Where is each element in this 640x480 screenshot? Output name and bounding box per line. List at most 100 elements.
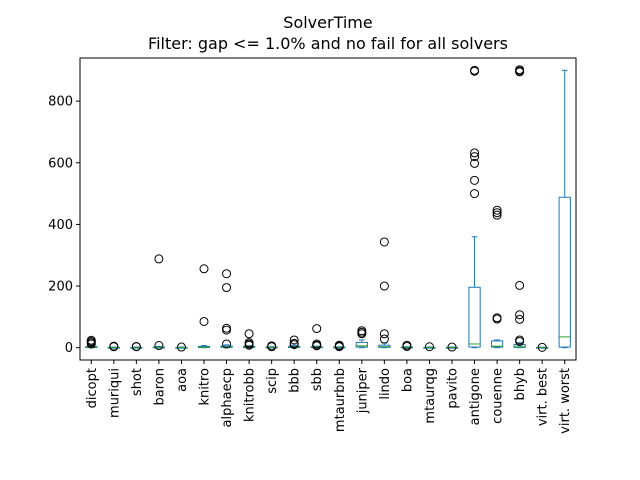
outlier-point [244, 329, 254, 339]
box-mtaurqg [423, 342, 436, 352]
box-baron [152, 254, 166, 351]
y-tick-label: 600 [48, 156, 73, 171]
outlier-point [379, 281, 389, 291]
box-shot [130, 341, 143, 352]
outlier-point [515, 310, 525, 320]
outlier-point [515, 65, 525, 75]
outlier-point [470, 158, 480, 168]
x-tick-label: sbb [310, 368, 325, 391]
x-tick-label: dicopt [85, 368, 100, 408]
y-tick-label: 0 [65, 341, 73, 356]
box-bhyb [513, 65, 526, 349]
y-tick-label: 800 [48, 95, 73, 110]
outlier-point [154, 254, 164, 264]
outlier-point [402, 340, 412, 350]
outlier-point [334, 340, 344, 350]
box-alphaecp [220, 269, 233, 349]
box-sbb [310, 324, 323, 351]
outlier-point [470, 65, 480, 75]
outlier-point [379, 237, 389, 247]
outlier-point [244, 338, 254, 348]
box-dicopt [85, 335, 98, 349]
x-tick-label: scip [265, 368, 280, 394]
box-body [355, 341, 368, 348]
box-virt-best [536, 342, 549, 352]
x-tick-label: shot [130, 368, 145, 396]
outlier-point [515, 314, 525, 324]
outlier-point [176, 342, 186, 352]
outlier-point [447, 342, 457, 352]
outlier-point [357, 326, 367, 336]
outlier-point [289, 338, 299, 348]
box-juniper [355, 326, 368, 349]
box-body [468, 286, 481, 348]
x-tick-label: knitro [198, 368, 213, 406]
x-tick-label: muriqui [107, 368, 122, 418]
outlier-point [537, 342, 547, 352]
outlier-point [492, 205, 502, 215]
chart-subtitle: Filter: gap <= 1.0% and no fail for all … [148, 34, 508, 53]
x-tick-label: bhyb [513, 368, 528, 400]
box-body [513, 344, 526, 348]
x-tick-label: virt. best [536, 368, 551, 426]
x-tick-label: mtaurbnb [333, 368, 348, 432]
box-aoa [175, 342, 188, 352]
outlier-point [424, 342, 434, 352]
x-tick-label: bbb [288, 368, 303, 393]
box-body [490, 340, 504, 348]
outlier-point [515, 280, 525, 290]
outlier-point [222, 323, 232, 333]
outlier-point [470, 175, 480, 185]
axes-frame [79, 57, 577, 361]
y-tick-label: 200 [48, 280, 73, 295]
box-virt-worst [558, 69, 571, 349]
box-body [558, 196, 571, 348]
outlier-point [199, 264, 209, 274]
x-tick-label: virt. worst [558, 368, 573, 434]
outlier-point [515, 335, 525, 345]
box-lindo [378, 237, 391, 349]
box-couenne [490, 205, 504, 349]
outlier-point [379, 334, 389, 344]
x-tick-label: lindo [378, 368, 393, 400]
x-tick-label: pavito [446, 368, 461, 409]
x-tick-label: alphaecp [220, 368, 235, 427]
outlier-point [267, 341, 277, 351]
outlier-point [86, 335, 96, 345]
plot-area [85, 65, 571, 352]
outlier-point [492, 208, 502, 218]
outlier-point [379, 329, 389, 339]
x-tick-label: mtaurqg [423, 368, 438, 424]
box-muriqui [107, 341, 120, 352]
outlier-point [470, 189, 480, 199]
box-antigone [468, 65, 481, 349]
outlier-point [470, 152, 480, 162]
x-tick-label: couenne [491, 368, 506, 424]
y-tick-label: 400 [48, 218, 73, 233]
chart-title: SolverTime [283, 13, 372, 32]
outlier-point [131, 341, 141, 351]
box-knitrobb [242, 329, 256, 350]
box-mtaurbnb [333, 340, 346, 352]
box-scip [265, 341, 278, 352]
outlier-point [199, 316, 209, 326]
box-pavito [445, 342, 459, 352]
x-tick-label: juniper [355, 367, 370, 414]
outlier-point [222, 283, 232, 293]
outlier-point [492, 210, 502, 220]
x-tick-label: boa [400, 368, 415, 392]
outlier-point [154, 341, 164, 351]
box-knitro [197, 264, 211, 349]
box-boa [400, 340, 414, 351]
outlier-point [470, 148, 480, 158]
outlier-point [492, 313, 502, 323]
outlier-point [222, 325, 232, 335]
outlier-point [312, 324, 322, 334]
box-bbb [288, 335, 301, 350]
y-axis: 0 200 400 600 800 [48, 95, 80, 356]
outlier-point [289, 335, 299, 345]
outlier-point [312, 339, 322, 349]
outlier-point [222, 269, 232, 279]
x-tick-label: aoa [175, 368, 190, 392]
